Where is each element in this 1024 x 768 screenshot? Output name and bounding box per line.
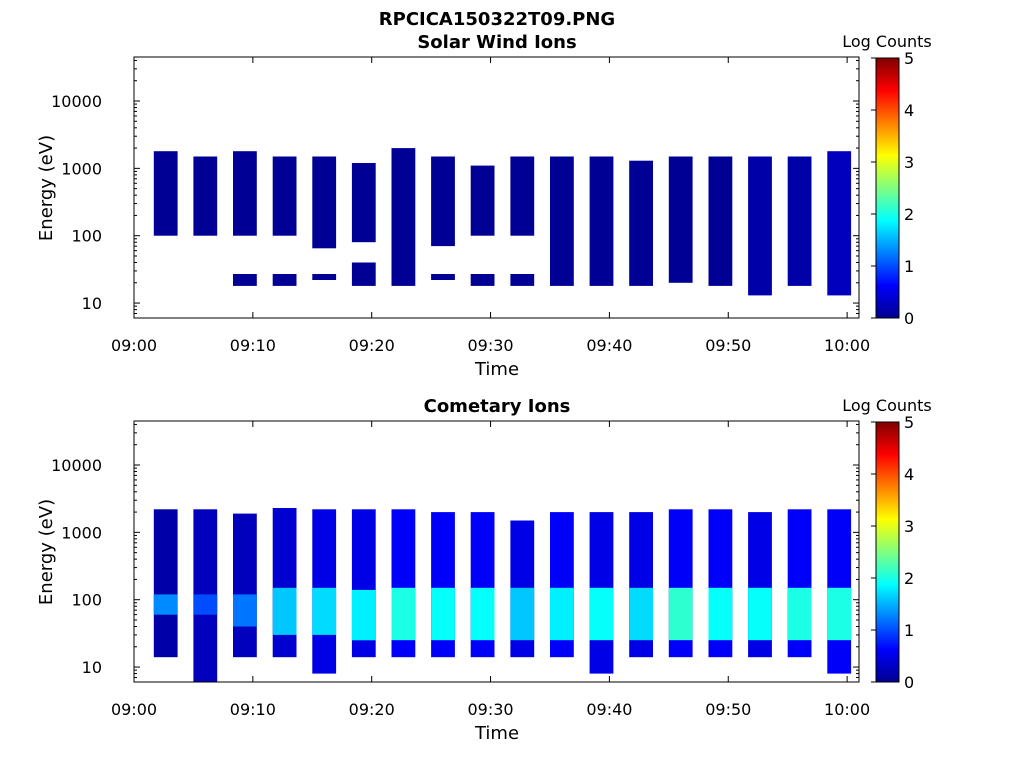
y-tick-label: 100: [71, 227, 102, 246]
spectrogram-cell: [233, 274, 257, 286]
spectrogram-cell: [431, 274, 455, 280]
x-tick-label: 09:00: [111, 336, 157, 355]
x-tick-label: 09:30: [468, 700, 514, 719]
x-tick-label: 09:10: [230, 336, 276, 355]
spectrogram-cell: [391, 148, 416, 286]
x-tick-label: 09:10: [230, 700, 276, 719]
spectrogram-cell: [550, 587, 574, 641]
spectrogram-cell: [827, 151, 852, 296]
colorbar-tick-label: 3: [904, 517, 914, 536]
spectrogram-cell: [153, 594, 178, 615]
y-tick-label: 10: [82, 658, 102, 677]
spectrogram-cell: [589, 587, 614, 641]
y-tick-label: 10000: [51, 456, 102, 475]
panel-title: Solar Wind Ions: [417, 32, 576, 53]
spectrogram-cell: [510, 156, 535, 236]
colorbar-tick-label: 5: [904, 49, 914, 68]
spectrogram-cell: [470, 587, 495, 641]
spectrogram-cell: [312, 156, 337, 249]
spectrogram-cell: [629, 587, 653, 641]
x-tick-label: 09:20: [349, 700, 395, 719]
spectrogram-cell: [233, 151, 257, 236]
spectrogram-cell: [827, 587, 852, 641]
colorbar-tick-label: 1: [904, 621, 914, 640]
spectrogram-cell: [668, 156, 693, 283]
x-axis-label: Time: [474, 723, 519, 744]
colorbar-label: Log Counts: [842, 32, 932, 51]
spectrogram-cell: [510, 587, 535, 641]
colorbar: [875, 421, 900, 683]
spectrogram-cells: [153, 148, 852, 296]
spectrogram-cell: [193, 156, 218, 236]
spectrogram-cell: [748, 156, 772, 296]
spectrogram-cell: [351, 262, 376, 286]
x-tick-label: 09:40: [586, 336, 632, 355]
y-tick-label: 100: [71, 591, 102, 610]
spectrogram-cell: [787, 156, 812, 286]
spectrogram-cell: [748, 587, 772, 641]
spectrogram-cell: [589, 156, 614, 286]
panel-title: Cometary Ions: [424, 396, 571, 417]
figure-title: RPCICA150322T09.PNG: [379, 9, 615, 30]
colorbar-tick-label: 2: [904, 205, 914, 224]
x-tick-label: 10:00: [824, 336, 870, 355]
spectrogram-cell: [351, 589, 376, 641]
colorbar-tick-label: 4: [904, 465, 914, 484]
spectrogram-cell: [153, 509, 178, 658]
y-tick-label: 1000: [61, 523, 102, 542]
spectrogram-cell: [470, 165, 495, 236]
spectrogram-cell: [708, 587, 733, 641]
y-tick-label: 1000: [61, 159, 102, 178]
spectrogram-cell: [510, 274, 535, 286]
spectrogram-cell: [272, 587, 297, 635]
colorbar-tick-label: 1: [904, 257, 914, 276]
spectrogram-cell: [629, 160, 653, 286]
x-tick-label: 10:00: [824, 700, 870, 719]
spectrogram-cell: [272, 274, 297, 286]
spectrogram-cell: [351, 163, 376, 243]
y-tick-label: 10000: [51, 92, 102, 111]
x-tick-label: 09:50: [705, 700, 751, 719]
x-tick-label: 09:20: [349, 336, 395, 355]
spectrogram-cell: [233, 594, 257, 627]
colorbar-tick-label: 5: [904, 413, 914, 432]
x-tick-label: 09:40: [586, 700, 632, 719]
y-tick-label: 10: [82, 294, 102, 313]
spectrogram-cells: [153, 508, 852, 682]
colorbar-tick-label: 3: [904, 153, 914, 172]
y-axis-label: Energy (eV): [36, 499, 57, 605]
spectrogram-cell: [787, 587, 812, 641]
spectrogram-cell: [193, 594, 218, 615]
spectrogram-cell: [470, 274, 495, 286]
x-tick-label: 09:00: [111, 700, 157, 719]
colorbar-tick-label: 0: [904, 309, 914, 328]
spectrogram-cell: [391, 587, 416, 641]
plot-frame: [133, 420, 860, 683]
colorbar-tick-label: 4: [904, 101, 914, 120]
x-tick-label: 09:30: [468, 336, 514, 355]
spectrogram-cell: [233, 513, 257, 658]
spectrogram-cell: [708, 156, 733, 286]
colorbar-tick-label: 0: [904, 673, 914, 692]
plot-frame: [133, 56, 860, 319]
y-axis-label: Energy (eV): [36, 135, 57, 241]
colorbar-tick-label: 2: [904, 569, 914, 588]
spectrogram-cell: [668, 587, 693, 641]
spectrogram-cell: [312, 274, 337, 280]
x-tick-label: 09:50: [705, 336, 751, 355]
spectrogram-cell: [431, 587, 455, 641]
colorbar-label: Log Counts: [842, 396, 932, 415]
x-axis-label: Time: [474, 359, 519, 380]
spectrogram-cell: [312, 587, 337, 635]
colorbar: [875, 57, 900, 319]
spectrogram-cell: [431, 156, 455, 247]
spectrogram-cell: [153, 151, 178, 236]
spectrogram-cell: [272, 156, 297, 236]
spectrogram-cell: [550, 156, 574, 286]
